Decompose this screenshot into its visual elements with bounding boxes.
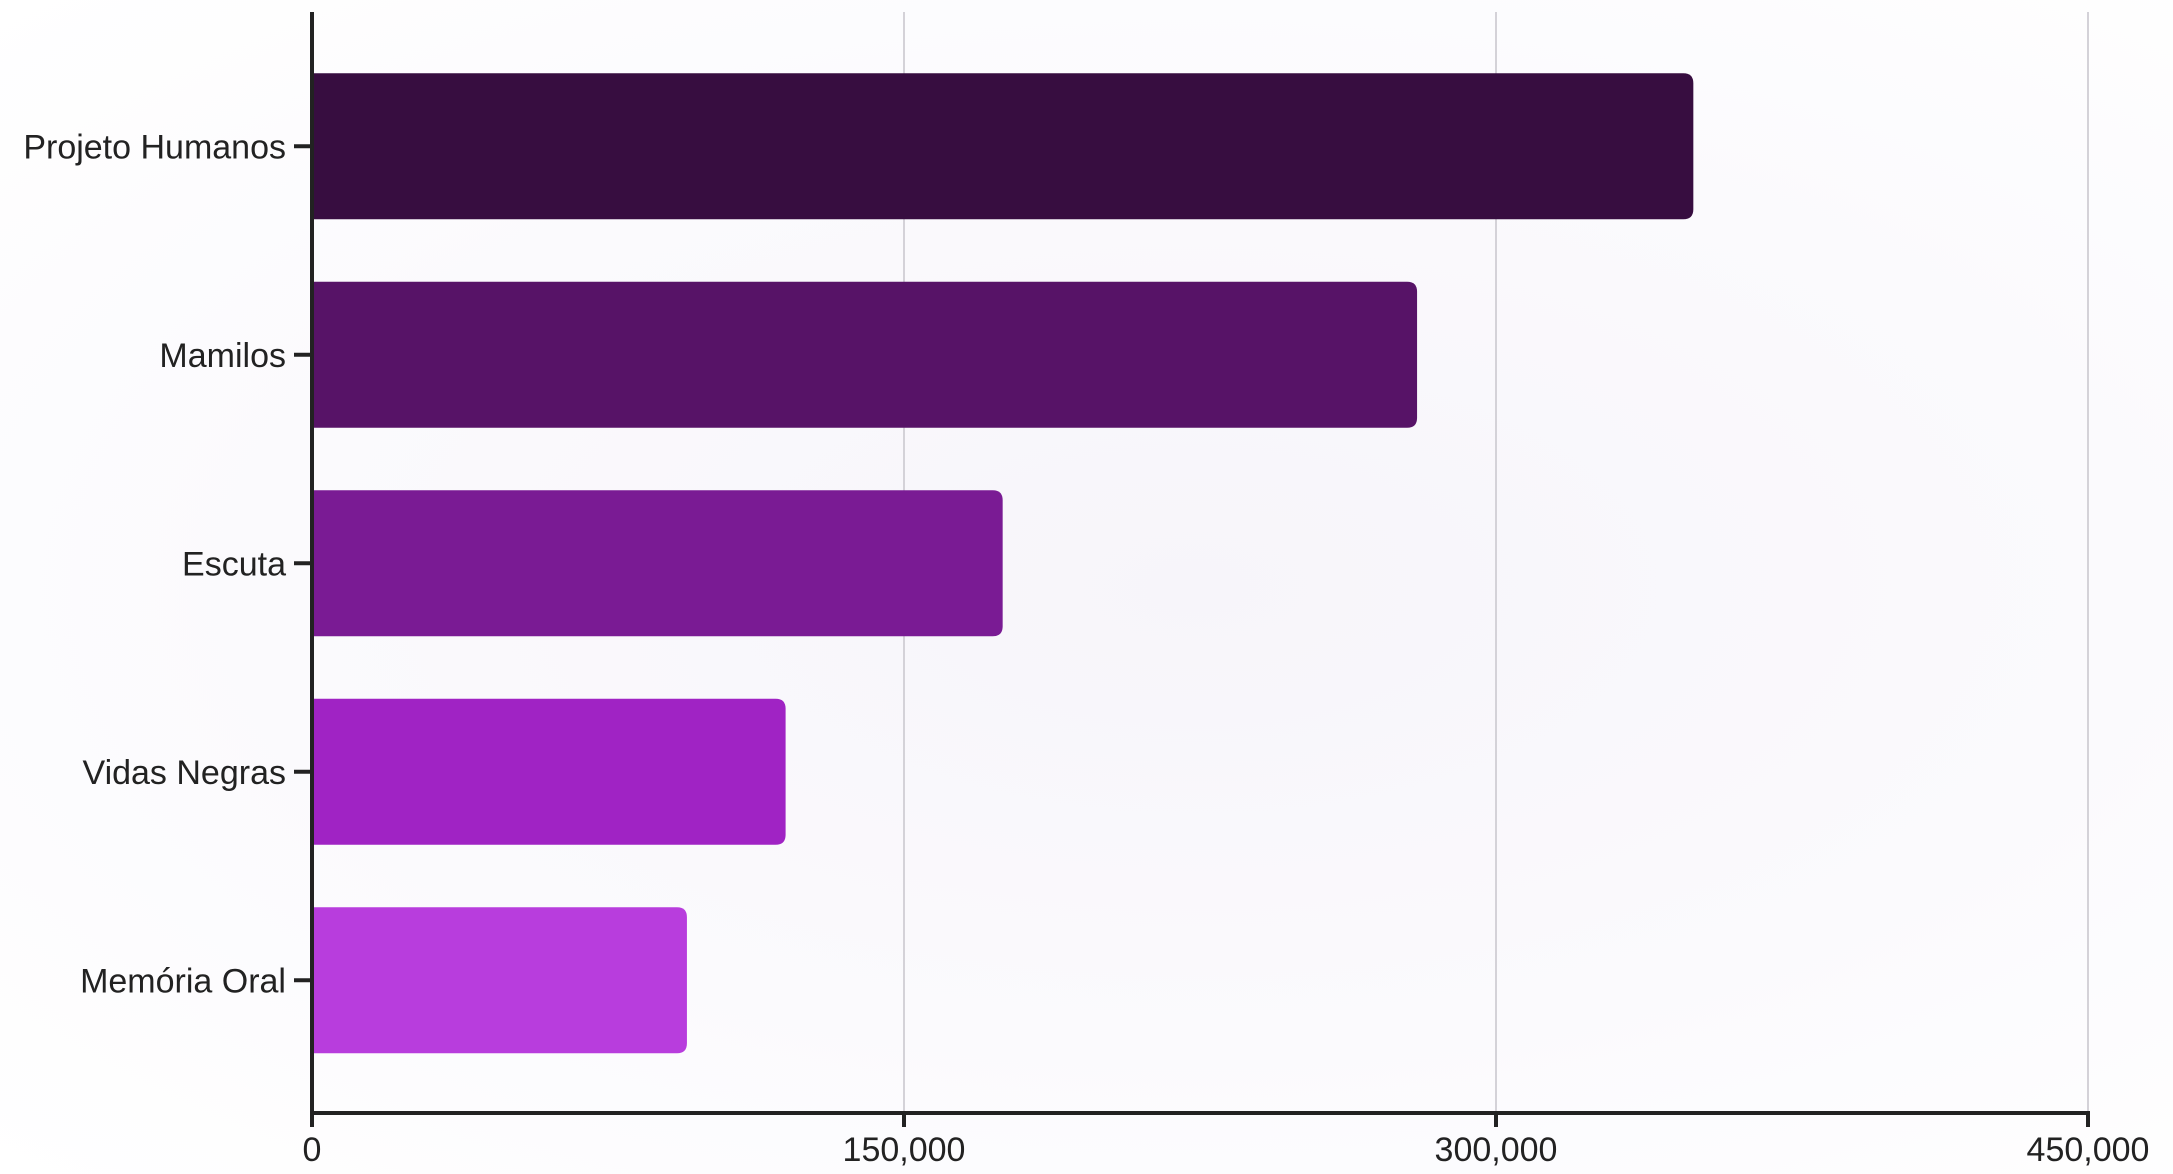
x-tick-label-3: 450,000 [2027,1131,2150,1169]
category-label-2: Escuta [182,545,286,583]
bar-layer [312,73,1694,1054]
axis-layer [294,12,2090,1127]
x-tick-label-2: 300,000 [1435,1131,1558,1169]
bar-1 [312,281,1418,428]
bar-0 [312,73,1694,220]
category-label-0: Projeto Humanos [23,128,286,166]
label-layer: 0 150,000 300,000 450,000 Projeto Humanos Mam… [23,128,2149,1169]
bar-3 [312,698,786,845]
category-label-3: Vidas Negras [83,754,287,792]
bar-2 [312,490,1003,637]
x-tick-label-0: 0 [303,1131,322,1169]
category-label-1: Mamilos [159,337,286,375]
x-tick-label-1: 150,000 [843,1131,966,1169]
category-label-4: Memória Oral [80,962,286,1000]
bar-4 [312,907,687,1054]
